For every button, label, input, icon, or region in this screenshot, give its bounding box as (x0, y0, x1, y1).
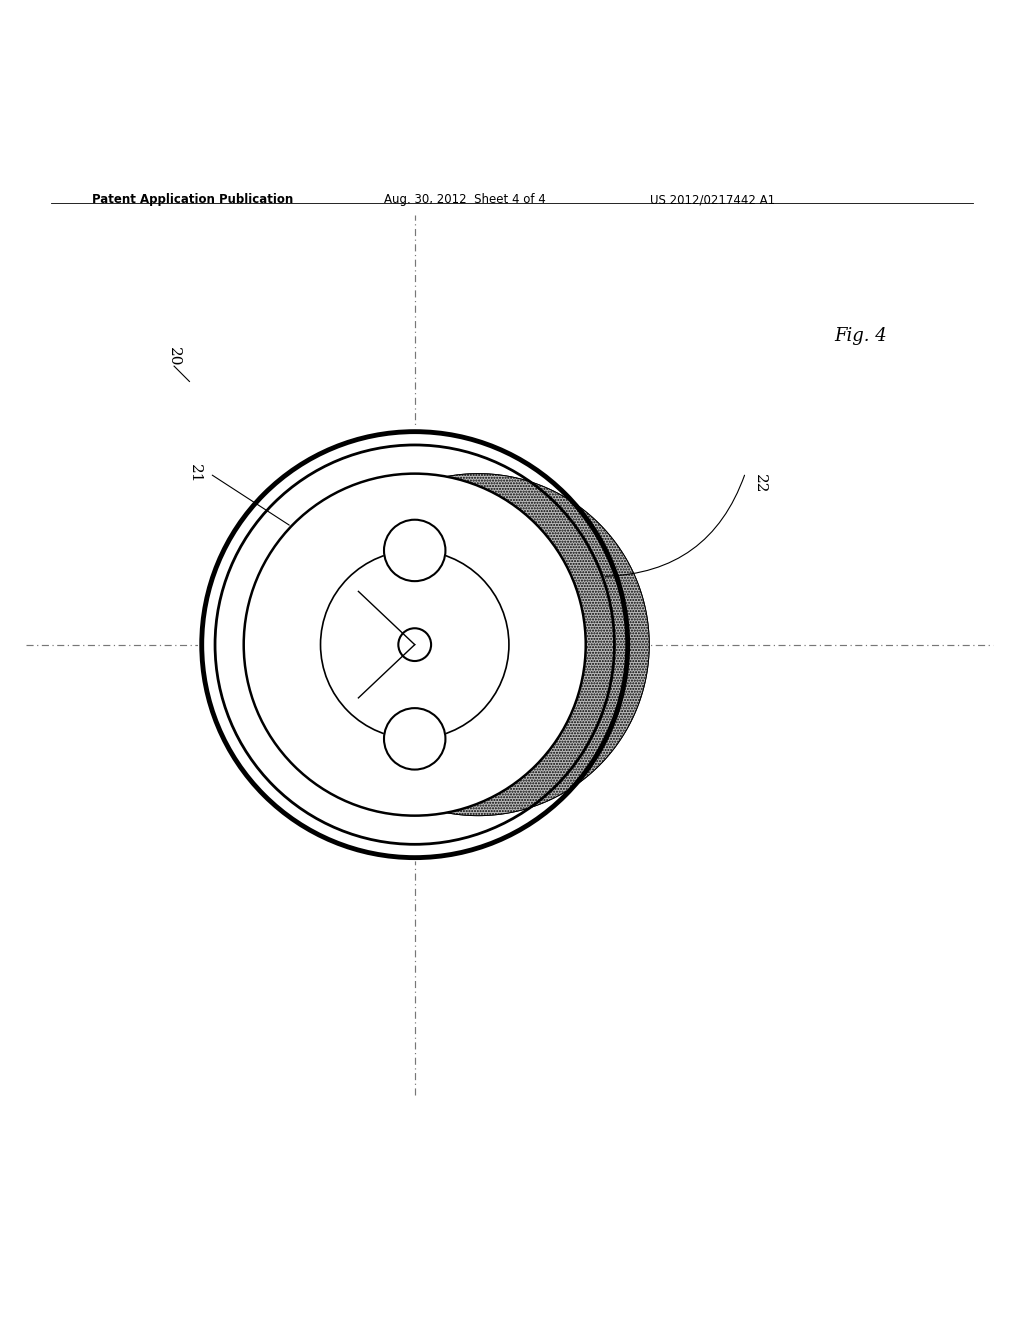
Circle shape (244, 474, 586, 816)
Text: 20: 20 (167, 347, 181, 366)
Circle shape (384, 708, 445, 770)
Circle shape (199, 429, 631, 861)
Text: 39: 39 (437, 494, 452, 512)
Text: M: M (556, 653, 570, 667)
Text: 39: 39 (425, 775, 439, 792)
Polygon shape (446, 474, 649, 816)
Text: US 2012/0217442 A1: US 2012/0217442 A1 (650, 193, 775, 206)
Polygon shape (446, 474, 649, 816)
Text: Patent Application Publication: Patent Application Publication (92, 193, 294, 206)
Text: Fig. 4: Fig. 4 (835, 327, 888, 346)
Circle shape (384, 520, 445, 581)
Text: 22: 22 (753, 474, 767, 494)
Text: 21: 21 (187, 463, 202, 483)
Text: 38: 38 (280, 660, 297, 675)
Text: 37: 37 (321, 507, 338, 520)
Text: 36: 36 (276, 561, 294, 574)
Text: 40: 40 (278, 700, 295, 713)
Text: Aug. 30, 2012  Sheet 4 of 4: Aug. 30, 2012 Sheet 4 of 4 (384, 193, 546, 206)
Circle shape (398, 628, 431, 661)
